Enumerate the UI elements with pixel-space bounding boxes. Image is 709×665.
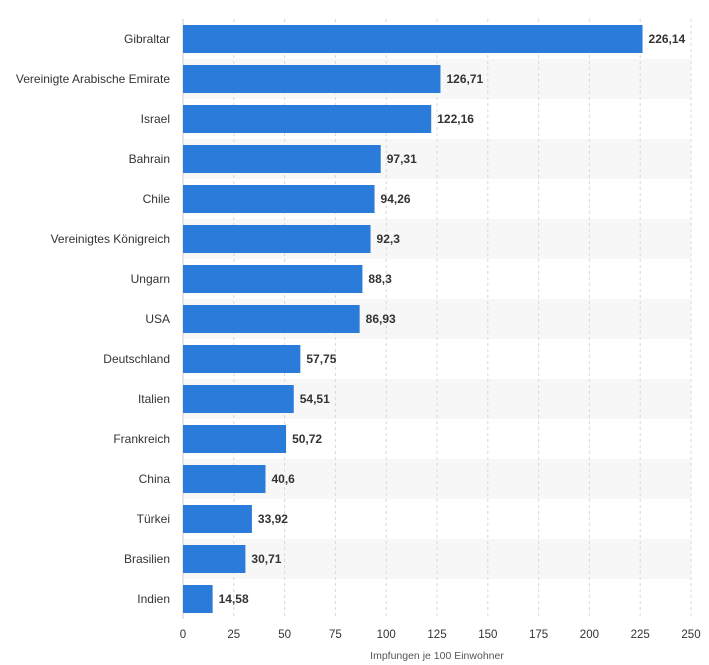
value-label: 54,51 (300, 392, 330, 406)
category-label: Chile (143, 192, 171, 206)
value-label: 86,93 (366, 312, 396, 326)
value-label: 92,3 (377, 232, 401, 246)
bar[interactable] (183, 185, 375, 213)
bar[interactable] (183, 505, 252, 533)
category-label: Türkei (137, 512, 170, 526)
x-tick-label: 100 (377, 629, 396, 641)
x-tick-label: 50 (278, 629, 291, 641)
bar[interactable] (183, 385, 294, 413)
bar[interactable] (183, 25, 643, 53)
value-label: 40,6 (271, 472, 295, 486)
bar[interactable] (183, 345, 301, 373)
x-tick-label: 250 (681, 629, 700, 641)
bar[interactable] (183, 465, 266, 493)
value-label: 33,92 (258, 512, 288, 526)
category-label: Vereinigtes Königreich (51, 232, 170, 246)
bar[interactable] (183, 145, 381, 173)
value-label: 88,3 (368, 272, 392, 286)
value-label: 94,26 (381, 192, 411, 206)
category-label: Italien (138, 392, 170, 406)
category-label: Ungarn (131, 272, 170, 286)
bar[interactable] (183, 265, 363, 293)
category-label: Deutschland (103, 352, 170, 366)
value-label: 57,75 (306, 352, 336, 366)
value-label: 30,71 (251, 552, 281, 566)
x-tick-label: 225 (631, 629, 650, 641)
category-label: Israel (141, 112, 170, 126)
bars (183, 25, 643, 613)
category-label: Brasilien (124, 552, 170, 566)
x-tick-label: 175 (529, 629, 548, 641)
x-tick-label: 0 (180, 629, 186, 641)
x-tick-label: 150 (478, 629, 497, 641)
x-axis-tick-labels: 0 25 50 75 100 125 150 175 200 225 250 (180, 629, 701, 641)
x-tick-label: 25 (227, 629, 240, 641)
bar[interactable] (183, 105, 432, 133)
bar[interactable] (183, 425, 287, 453)
bar[interactable] (183, 65, 441, 93)
category-label: USA (145, 312, 170, 326)
x-axis-title: Impfungen je 100 Einwohner (370, 650, 504, 662)
value-label: 97,31 (387, 152, 417, 166)
value-label: 14,58 (219, 592, 249, 606)
category-label: Gibraltar (124, 32, 170, 46)
bar[interactable] (183, 225, 371, 253)
x-tick-label: 125 (427, 629, 446, 641)
value-label: 122,16 (437, 112, 474, 126)
x-tick-label: 200 (580, 629, 599, 641)
category-label: Bahrain (129, 152, 170, 166)
x-tick-label: 75 (329, 629, 342, 641)
category-label: China (139, 472, 171, 486)
category-labels: Gibraltar Vereinigte Arabische Emirate Isr… (16, 32, 170, 606)
value-label: 50,72 (292, 432, 322, 446)
value-label: 226,14 (649, 32, 686, 46)
bar[interactable] (183, 585, 213, 613)
category-label: Indien (137, 592, 170, 606)
value-label: 126,71 (446, 72, 483, 86)
bar[interactable] (183, 545, 246, 573)
category-label: Vereinigte Arabische Emirate (16, 72, 170, 86)
category-label: Frankreich (113, 432, 170, 446)
bar[interactable] (183, 305, 360, 333)
value-labels: 226,14 126,71 122,16 97,31 94,26 92,3 88,3 86,9… (219, 32, 686, 606)
